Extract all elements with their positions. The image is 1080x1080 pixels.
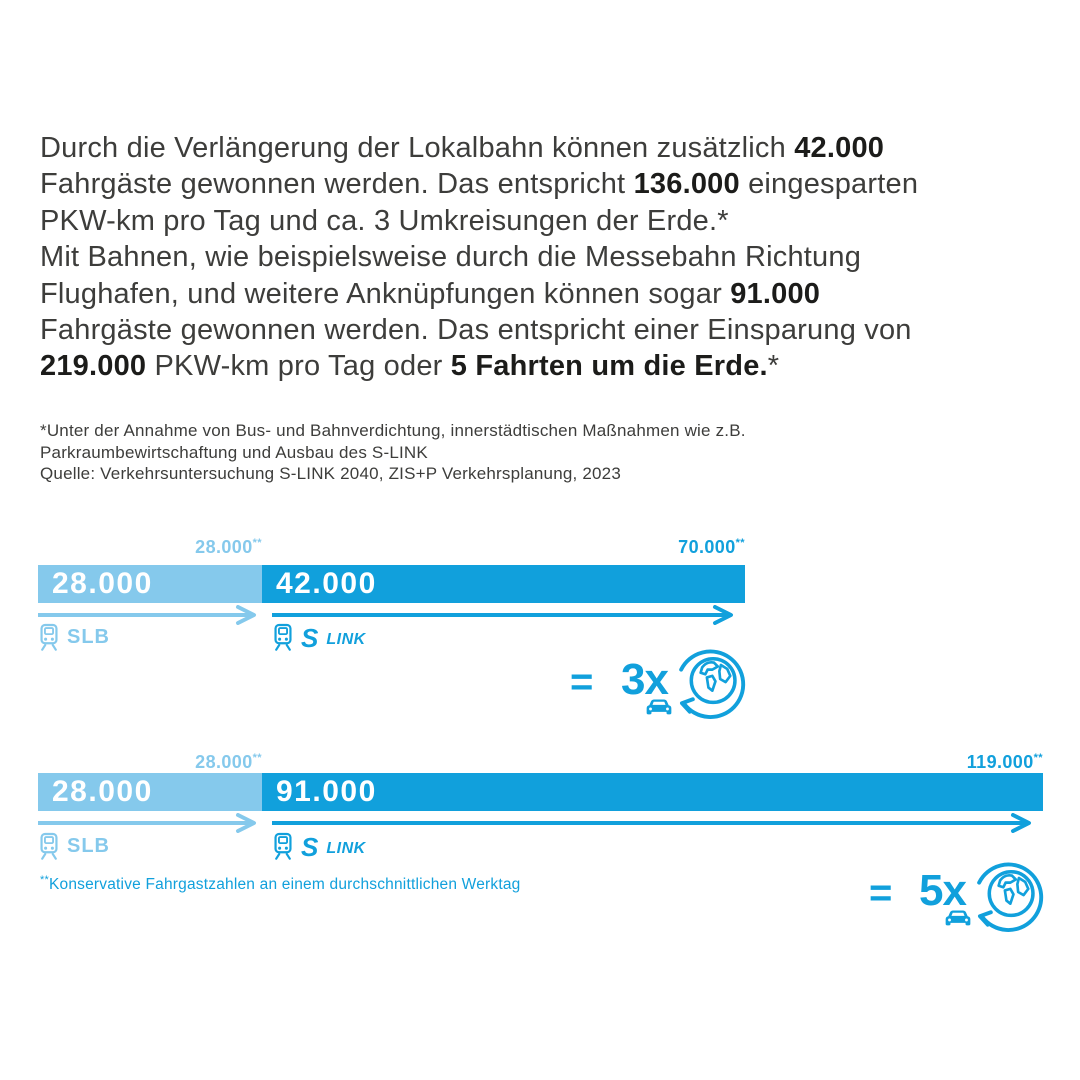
slink-range-arrow: [272, 605, 733, 625]
intro-bold-value: 5 Fahrten um die Erde.: [450, 350, 768, 383]
label-value: 119.000: [966, 752, 1034, 772]
stacked-bar: 28.000 91.000: [38, 773, 1043, 811]
intro-text: *: [767, 350, 780, 383]
stacked-bar: 28.000 42.000: [38, 565, 745, 603]
intro-text: eingesparten: [739, 168, 919, 201]
source-footnote: *Unter der Annahme von Bus- und Bahnverd…: [40, 420, 746, 485]
multiplier-label: 5x: [919, 866, 967, 915]
segment-value: 42.000: [276, 567, 377, 600]
total-value-label: 119.000**: [38, 752, 1043, 773]
legend-slb: SLB: [38, 623, 110, 651]
bar-chart-70000: 28.000** 70.000** 28.000 42.000 SLB: [0, 537, 1080, 749]
intermediate-value-label: 28.000**: [38, 537, 262, 558]
footnote-marker: **: [252, 537, 262, 549]
slb-range-arrow: [38, 813, 256, 833]
multiplier-label: 3x: [621, 655, 669, 704]
bar-chart-119000: 28.000** 119.000** 28.000 91.000 SLB: [0, 749, 1080, 969]
intro-line: Fahrgäste gewonnen werden. Das entsprich…: [40, 312, 1050, 348]
intro-paragraph: Durch die Verlängerung der Lokalbahn kön…: [40, 130, 1050, 385]
legend-slink: S LINK: [272, 623, 366, 651]
train-icon: [274, 832, 292, 860]
slink-logo-link: LINK: [326, 840, 366, 857]
earth-orbit-icon: [679, 649, 746, 719]
intro-text: PKW-km pro Tag und ca. 3 Umkreisungen de…: [40, 204, 729, 237]
intro-bold-value: 219.000: [40, 350, 147, 383]
footnote-text: Konservative Fahrgastzahlen an einem dur…: [48, 876, 521, 894]
footnote-line: Quelle: Verkehrsuntersuchung S-LINK 2040…: [40, 464, 621, 483]
train-icon: [40, 832, 58, 860]
total-value-label: 70.000**: [38, 537, 745, 558]
bar-segment-slink: 91.000: [262, 773, 1043, 811]
intro-text: Fahrgäste gewonnen werden. Das entsprich…: [40, 314, 912, 347]
equals-sign: =: [869, 871, 893, 915]
footnote-line: *Unter der Annahme von Bus- und Bahnverd…: [40, 421, 746, 440]
earth-orbit-icon: [977, 862, 1044, 932]
car-icon: [646, 699, 672, 715]
segment-value: 91.000: [276, 775, 377, 808]
slink-logo-s: S: [301, 623, 319, 653]
equals-sign: =: [570, 660, 594, 704]
train-icon: [40, 623, 58, 651]
footnote-marker: **: [40, 874, 49, 886]
intro-bold-value: 42.000: [794, 132, 885, 164]
intro-line: Fahrgäste gewonnen werden. Das entsprich…: [40, 166, 1050, 202]
intro-line: PKW-km pro Tag und ca. 3 Umkreisungen de…: [40, 203, 1050, 239]
legend-slb: SLB: [38, 832, 110, 860]
label-value: 28.000: [195, 752, 253, 772]
intro-bold-value: 136.000: [633, 168, 740, 201]
slb-label: SLB: [67, 626, 110, 648]
intro-bold-value: 91.000: [730, 277, 821, 310]
intro-line: Mit Bahnen, wie beispielsweise durch die…: [40, 239, 1050, 275]
intro-text: Fahrgäste gewonnen werden. Das entsprich…: [40, 168, 634, 201]
intro-text: PKW-km pro Tag oder: [146, 350, 451, 383]
conservative-numbers-footnote: **Konservative Fahrgastzahlen an einem d…: [40, 874, 521, 894]
intermediate-value-label: 28.000**: [38, 752, 262, 773]
label-value: 28.000: [195, 537, 253, 557]
footnote-marker: **: [735, 537, 745, 549]
segment-value: 28.000: [52, 567, 153, 600]
segment-value: 28.000: [52, 775, 153, 808]
bar-segment-slb: 28.000: [38, 773, 262, 811]
bar-segment-slb: 28.000: [38, 565, 262, 603]
train-icon: [274, 623, 292, 651]
slink-range-arrow: [272, 813, 1031, 833]
intro-line: 219.000 PKW-km pro Tag oder 5 Fahrten um…: [40, 348, 1050, 384]
footnote-marker: **: [252, 752, 262, 764]
slink-logo-s: S: [301, 832, 319, 862]
car-icon: [945, 910, 971, 926]
footnote-marker: **: [1033, 752, 1043, 764]
label-value: 70.000: [678, 537, 736, 557]
slink-logo-link: LINK: [326, 631, 366, 648]
intro-line: Durch die Verlängerung der Lokalbahn kön…: [40, 130, 1050, 166]
intro-text: Flughafen, und weitere Anknüpfungen könn…: [40, 277, 731, 310]
intro-text: Durch die Verlängerung der Lokalbahn kön…: [40, 132, 795, 164]
bar-segment-slink: 42.000: [262, 565, 745, 603]
footnote-line: Parkraumbewirtschaftung und Ausbau des S…: [40, 442, 428, 462]
legend-slink: S LINK: [272, 832, 366, 860]
slb-label: SLB: [67, 835, 110, 857]
slb-range-arrow: [38, 605, 256, 625]
intro-line: Flughafen, und weitere Anknüpfungen könn…: [40, 276, 1050, 312]
intro-text: Mit Bahnen, wie beispielsweise durch die…: [40, 241, 862, 274]
